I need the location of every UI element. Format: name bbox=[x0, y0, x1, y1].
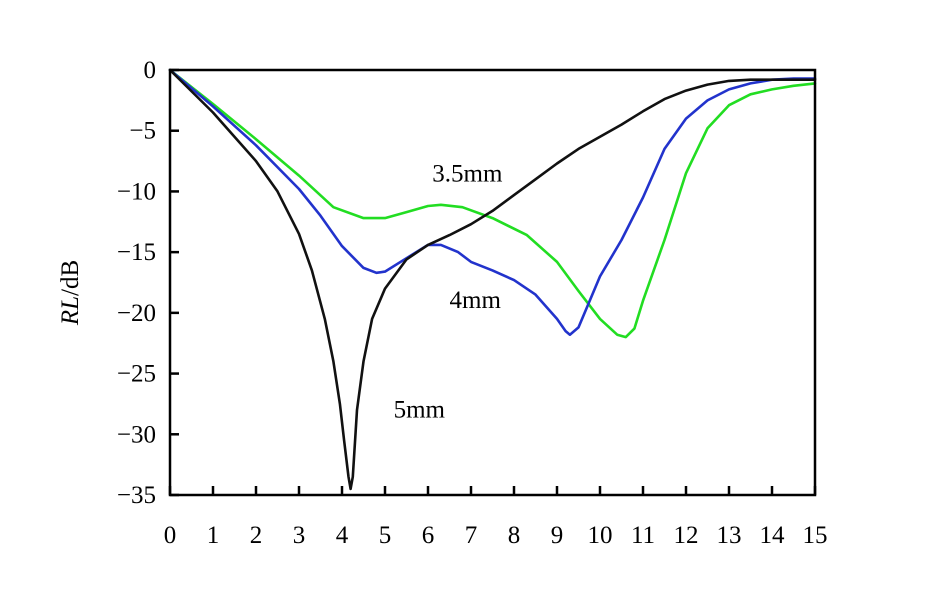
series-label-5mm: 5mm bbox=[394, 396, 446, 423]
x-tick-label: 15 bbox=[803, 522, 828, 549]
x-tick-label: 11 bbox=[631, 522, 655, 549]
x-tick-label: 8 bbox=[508, 522, 521, 549]
y-tick-label: −10 bbox=[117, 178, 156, 205]
y-tick-label: 0 bbox=[144, 57, 157, 84]
x-tick-label: 14 bbox=[760, 522, 786, 549]
x-tick-label: 5 bbox=[379, 522, 392, 549]
x-tick-label: 1 bbox=[207, 522, 220, 549]
series-line-4mm bbox=[168, 68, 817, 336]
series-label-4mm: 4mm bbox=[450, 287, 502, 314]
y-tick-label: −15 bbox=[117, 239, 156, 266]
y-axis-title-italic: RL bbox=[57, 296, 84, 326]
x-tick-label: 3 bbox=[293, 522, 306, 549]
label-layer: 0 1 2 3 4 5 6 7 8 9 10 11 12 13 14 150−5−10−15−20−25−30… bbox=[117, 57, 828, 549]
series-layer bbox=[168, 68, 817, 491]
x-tick-label: 10 bbox=[588, 522, 613, 549]
x-tick-label: 12 bbox=[674, 522, 699, 549]
plot-frame bbox=[168, 68, 817, 497]
y-tick-label: −30 bbox=[117, 421, 156, 448]
y-axis-title: RL/dB bbox=[57, 260, 84, 326]
y-tick-label: −25 bbox=[117, 361, 156, 388]
x-tick-label: 13 bbox=[717, 522, 742, 549]
y-tick-label: −5 bbox=[129, 118, 156, 145]
x-tick-label: 6 bbox=[422, 522, 435, 549]
x-tick-label: 4 bbox=[336, 522, 349, 549]
y-tick-label: −20 bbox=[117, 300, 156, 327]
x-tick-label: 2 bbox=[250, 522, 263, 549]
y-tick-label: −35 bbox=[117, 482, 156, 509]
tick-layer bbox=[168, 68, 817, 497]
series-line-5mm bbox=[168, 68, 817, 491]
y-axis-title-unit: /dB bbox=[57, 260, 84, 296]
x-tick-label: 0 bbox=[164, 522, 177, 549]
x-tick-label: 7 bbox=[465, 522, 478, 549]
x-tick-label: 9 bbox=[551, 522, 564, 549]
series-label-3-5mm: 3.5mm bbox=[432, 161, 503, 188]
series-line-3-5mm bbox=[168, 68, 817, 339]
